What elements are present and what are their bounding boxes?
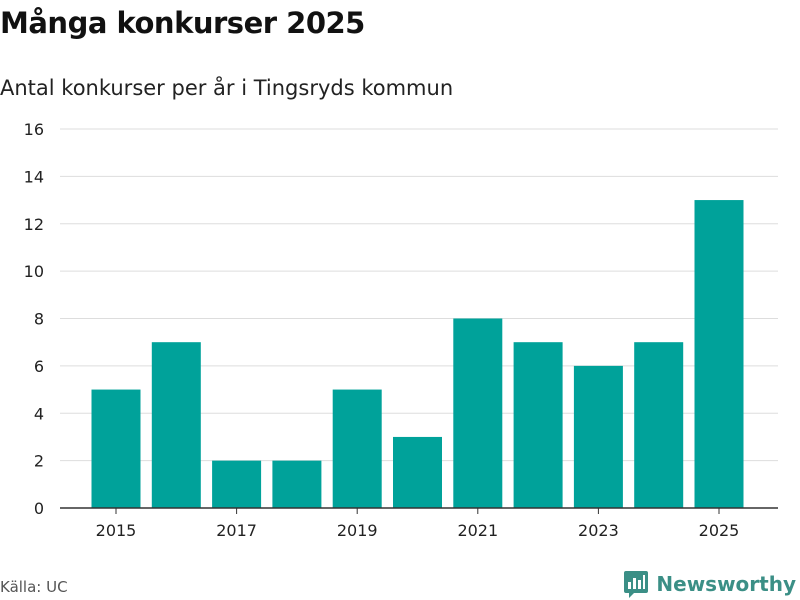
bar (212, 460, 262, 508)
brand-logo: Newsworthy (623, 569, 796, 599)
brand-name: Newsworthy (656, 572, 796, 596)
y-tick-label: 12 (24, 215, 44, 234)
bar-chart: 0 2 4 6 8 10 12 14 16 2015 2017 2019 2021 2023 2025 (24, 120, 778, 540)
bar (151, 342, 201, 508)
y-tick-label: 2 (34, 452, 44, 471)
chart-subtitle: Antal konkurser per år i Tingsryds kommu… (0, 76, 454, 100)
x-tick-label: 2023 (578, 521, 619, 540)
bar (513, 342, 563, 508)
source-note: Källa: UC (0, 578, 68, 596)
x-tick-label: 2015 (96, 521, 137, 540)
y-tick-label: 16 (24, 120, 44, 139)
bar (332, 389, 382, 508)
y-tick-label: 8 (34, 310, 44, 329)
y-tick-label: 6 (34, 357, 44, 376)
y-tick-label: 4 (34, 404, 44, 423)
bar (573, 365, 623, 508)
bar (272, 460, 322, 508)
y-tick-label: 0 (34, 499, 44, 518)
x-tick-label: 2017 (216, 521, 257, 540)
bar-chart-icon (624, 571, 649, 598)
x-tick-label: 2025 (699, 521, 740, 540)
bar (634, 342, 684, 508)
bar (694, 200, 744, 508)
bar (393, 436, 442, 508)
chart-title: Många konkurser 2025 (0, 6, 365, 40)
y-tick-label: 14 (24, 167, 44, 186)
x-tick-label: 2019 (337, 521, 378, 540)
x-tick-label: 2021 (457, 521, 498, 540)
bar (91, 389, 141, 508)
y-tick-label: 10 (24, 262, 44, 281)
bar (453, 318, 503, 508)
